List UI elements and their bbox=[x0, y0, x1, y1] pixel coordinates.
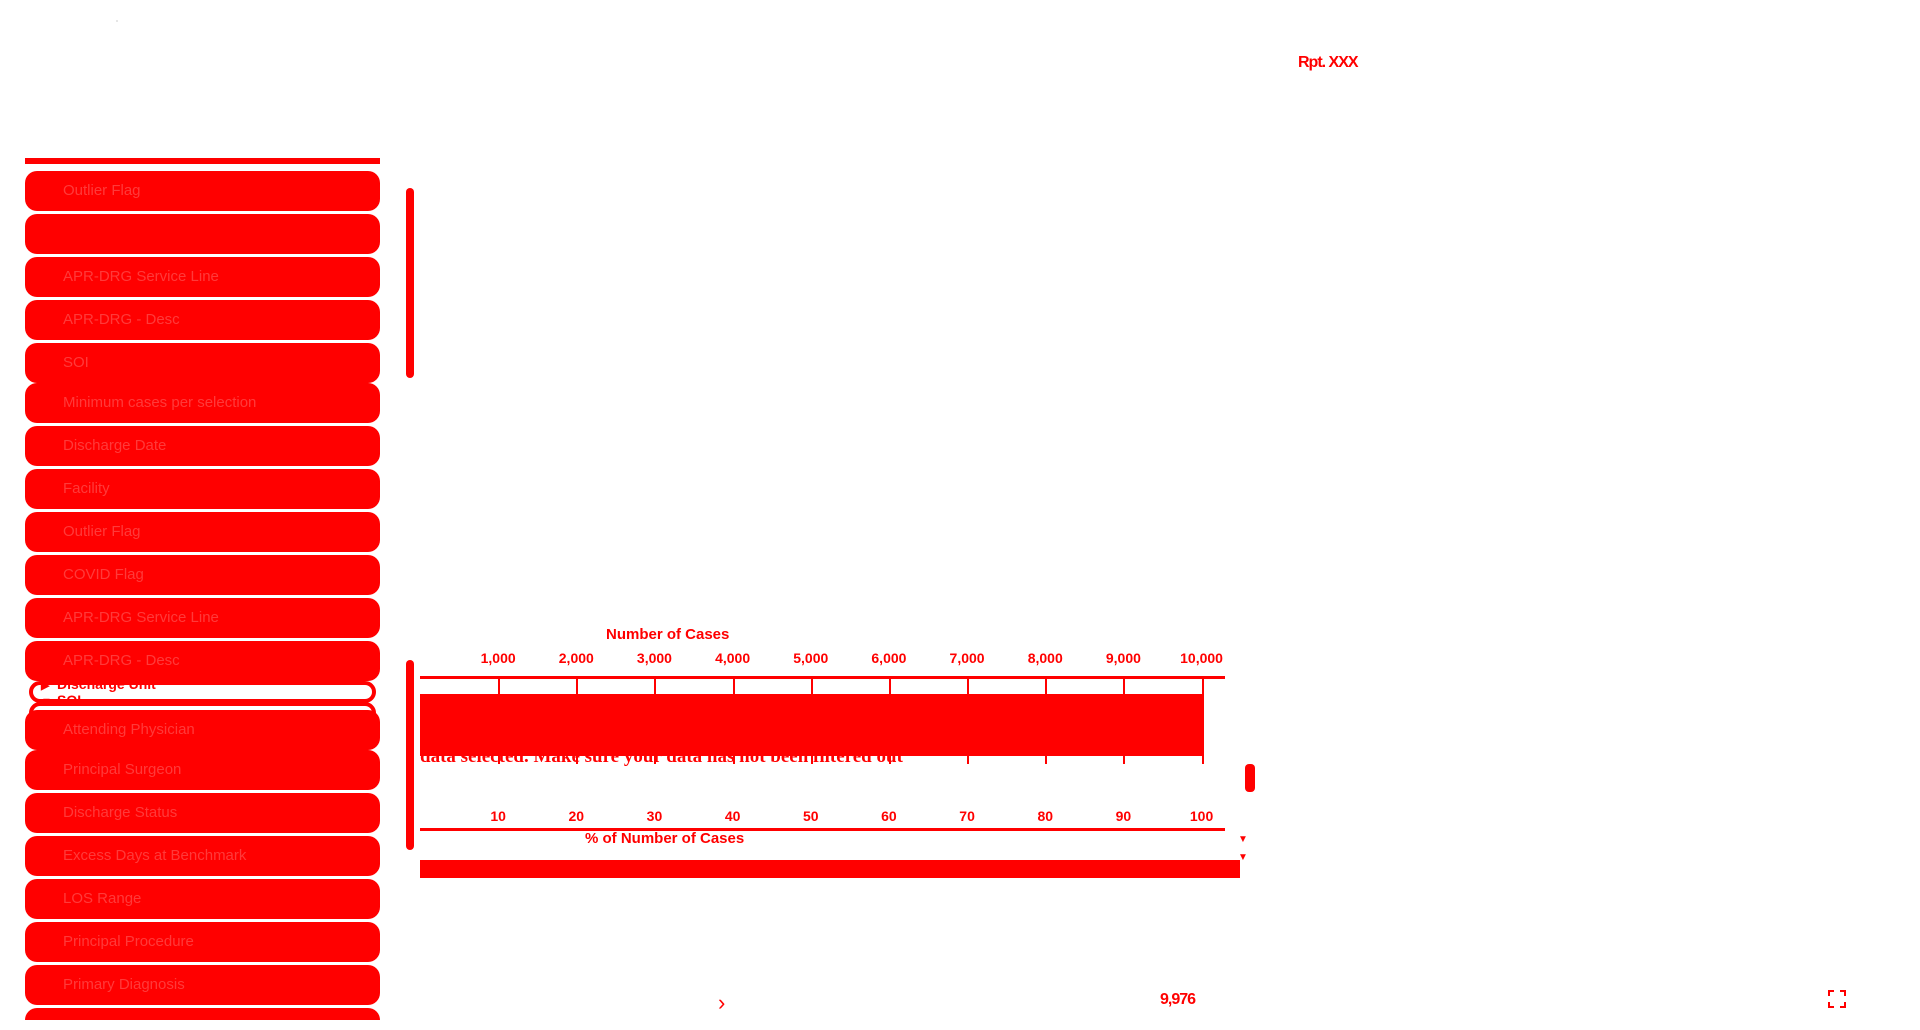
sidebar-item-discharge-date[interactable]: Discharge Date bbox=[25, 426, 380, 466]
sidebar-item-service-line-2[interactable]: APR-DRG Service Line bbox=[25, 598, 380, 638]
x-tick-label: 1,000 bbox=[480, 650, 516, 666]
sidebar-item-primary-diagnosis[interactable]: Primary Diagnosis bbox=[25, 965, 380, 1005]
report-label: Rpt. XXX bbox=[1298, 54, 1359, 71]
x-tick-label: 9,000 bbox=[1105, 650, 1141, 666]
sidebar-item-discharge-status[interactable]: Discharge Status bbox=[25, 793, 380, 833]
tree-node-label: Discharge Unit bbox=[57, 676, 156, 692]
sidebar-item-minimum-cases[interactable]: Minimum cases per selection bbox=[25, 383, 380, 423]
chart-scrollbar[interactable] bbox=[1245, 764, 1255, 792]
tree-node-discharge-unit[interactable]: ▶ Discharge Unit bbox=[41, 676, 156, 694]
x2-tick-label: 80 bbox=[1037, 808, 1054, 824]
cases-chart: Number of Cases 1,000 2,000 3,000 4,000 5,00… bbox=[420, 620, 1250, 890]
x-tick-label: 5,000 bbox=[793, 650, 829, 666]
x2-tick-label: 100 bbox=[1189, 808, 1214, 824]
sidebar-item-more[interactable] bbox=[25, 1008, 380, 1020]
sidebar-item-principal-procedure[interactable]: Principal Procedure bbox=[25, 922, 380, 962]
sidebar-scrollbar[interactable] bbox=[406, 188, 414, 378]
x2-tick-label: 30 bbox=[646, 808, 663, 824]
x2-tick-label: 20 bbox=[568, 808, 585, 824]
sidebar-item-los-range[interactable]: LOS Range bbox=[25, 879, 380, 919]
x2-tick-label: 60 bbox=[881, 808, 897, 824]
sidebar-item-drg-desc[interactable]: APR-DRG - Desc bbox=[25, 300, 380, 340]
sidebar-item-facility[interactable]: Facility bbox=[25, 469, 380, 509]
x2-tick-label: 10 bbox=[490, 808, 506, 824]
x2-axis-line bbox=[420, 828, 1225, 831]
x-tick-label: 2,000 bbox=[558, 650, 594, 666]
bar[interactable] bbox=[420, 694, 1202, 756]
chevron-right-icon[interactable]: › bbox=[718, 990, 726, 1015]
triangle-down-icon: ▼ bbox=[41, 696, 52, 708]
sidebar-item-principal-surgeon[interactable]: Principal Surgeon bbox=[25, 750, 380, 790]
empty-data-message: data selected. Make sure your data has n… bbox=[420, 746, 903, 767]
x-tick-label: 6,000 bbox=[871, 650, 907, 666]
sidebar-scrollbar-lower[interactable] bbox=[406, 660, 414, 850]
sidebar-top-border bbox=[25, 158, 380, 164]
sidebar-item-service-line[interactable]: APR-DRG Service Line bbox=[25, 257, 380, 297]
x-tick-label: 10,000 bbox=[1180, 650, 1223, 666]
sidebar-item-soi[interactable]: SOI bbox=[25, 343, 380, 383]
sidebar-item-covid-flag[interactable]: COVID Flag bbox=[25, 555, 380, 595]
x2-tick-label: 40 bbox=[724, 808, 741, 824]
sidebar-item-blank[interactable] bbox=[25, 214, 380, 254]
triangle-right-icon: ▶ bbox=[41, 680, 50, 692]
x-tick-label: 7,000 bbox=[949, 650, 985, 666]
decorative-dot bbox=[116, 20, 118, 22]
x-tick-label: 3,000 bbox=[636, 650, 672, 666]
footer-bar bbox=[420, 860, 1240, 878]
x-axis-title: Number of Cases bbox=[606, 626, 730, 643]
expand-icon[interactable] bbox=[1828, 990, 1846, 1008]
record-count: 9,976 bbox=[1160, 991, 1196, 1008]
sidebar-item-excess-days[interactable]: Excess Days at Benchmark bbox=[25, 836, 380, 876]
tree-node-soi[interactable]: ▼ SOI bbox=[41, 692, 81, 710]
x-tick-label: 4,000 bbox=[715, 650, 751, 666]
dropdown-arrow-icon[interactable]: ▼ bbox=[1238, 834, 1248, 845]
x2-tick-label: 50 bbox=[802, 808, 819, 824]
tree-node-label: SOI bbox=[57, 692, 82, 708]
sidebar-item-drg-desc-2[interactable]: APR-DRG - Desc bbox=[25, 641, 380, 681]
sidebar-item-outlier-flag[interactable]: Outlier Flag bbox=[25, 171, 380, 211]
filter-sidebar: Outlier Flag APR-DRG Service Line APR-DR… bbox=[25, 158, 380, 1020]
sidebar-item-attending-physician[interactable]: Attending Physician bbox=[25, 710, 380, 750]
sidebar-item-outlier-flag-2[interactable]: Outlier Flag bbox=[25, 512, 380, 552]
x-tick-label: 8,000 bbox=[1027, 650, 1063, 666]
selected-filter-row[interactable] bbox=[29, 681, 376, 703]
dropdown-arrow-icon[interactable]: ▼ bbox=[1238, 852, 1248, 863]
x2-axis-title: % of Number of Cases bbox=[585, 830, 745, 847]
x-axis-line bbox=[420, 676, 1225, 679]
x2-tick-label: 70 bbox=[959, 808, 975, 824]
x2-tick-label: 90 bbox=[1115, 808, 1132, 824]
x-tickmark bbox=[1201, 678, 1204, 764]
